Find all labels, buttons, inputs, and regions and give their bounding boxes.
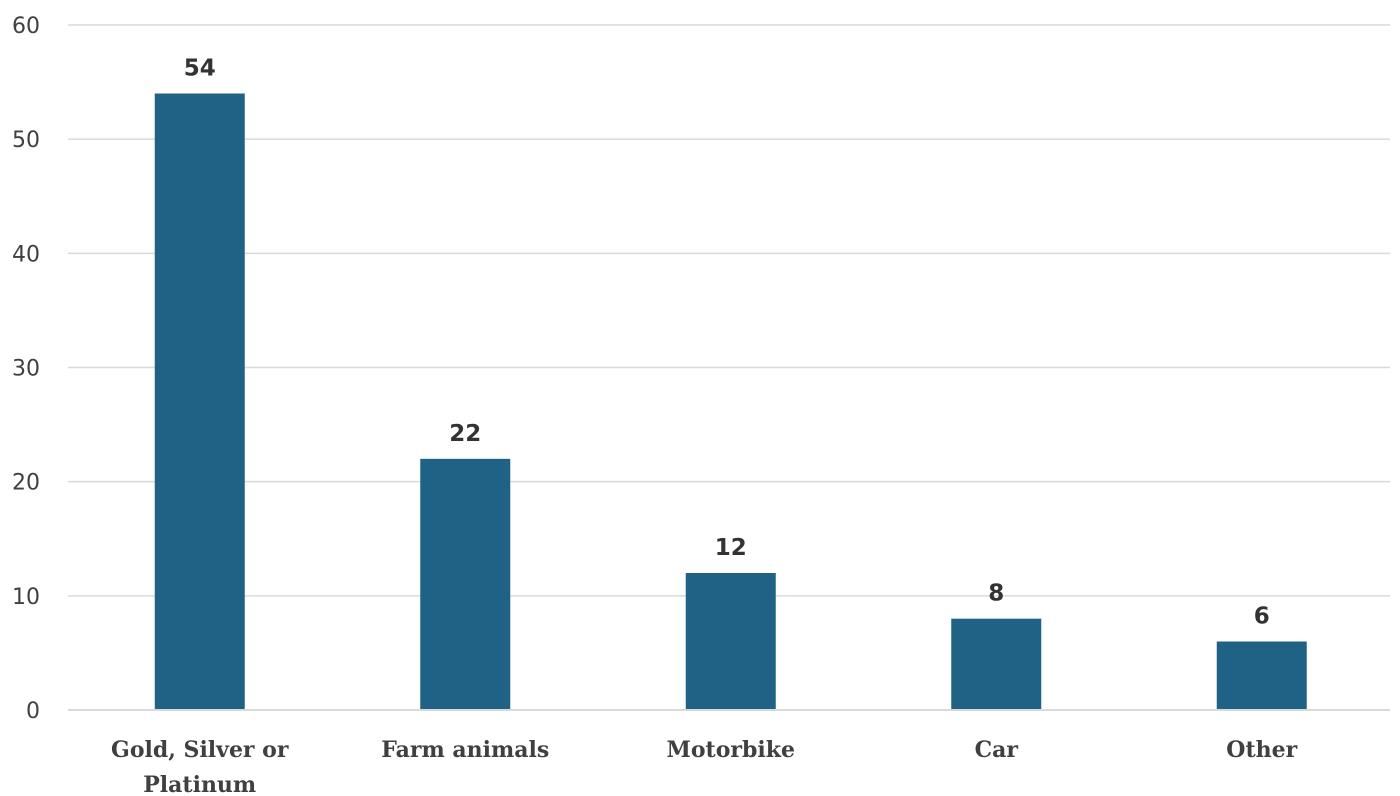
y-tick-label: 60 (12, 14, 40, 39)
y-tick-label: 20 (12, 471, 40, 496)
x-axis-category-labels: Gold, Silver or Platinum Farm animals Motor… (111, 737, 1298, 796)
data-label: 12 (715, 535, 747, 561)
x-category-label: Gold, Silver or (111, 737, 289, 763)
x-category-label: Motorbike (667, 737, 795, 763)
data-label: 8 (988, 581, 1004, 607)
bar (154, 93, 245, 710)
y-tick-label: 0 (26, 699, 40, 724)
bars (154, 93, 1307, 710)
bar (951, 618, 1042, 710)
bar (1216, 641, 1307, 710)
y-tick-label: 30 (12, 357, 40, 382)
y-tick-label: 40 (12, 242, 40, 267)
data-label: 6 (1254, 604, 1270, 630)
y-tick-label: 50 (12, 128, 40, 153)
data-label: 22 (449, 421, 481, 447)
bar (420, 458, 511, 710)
data-label: 54 (184, 56, 216, 82)
data-labels: 54 22 12 8 6 (184, 56, 1270, 630)
gridlines (68, 24, 1390, 597)
y-tick-label: 10 (12, 585, 40, 610)
x-category-label: Platinum (143, 772, 256, 796)
x-category-label: Other (1226, 737, 1297, 763)
x-category-label: Car (975, 737, 1019, 763)
x-category-label: Farm animals (381, 737, 549, 763)
y-axis-tick-labels: 0 10 20 30 40 50 60 (12, 14, 40, 724)
bar (685, 573, 776, 710)
